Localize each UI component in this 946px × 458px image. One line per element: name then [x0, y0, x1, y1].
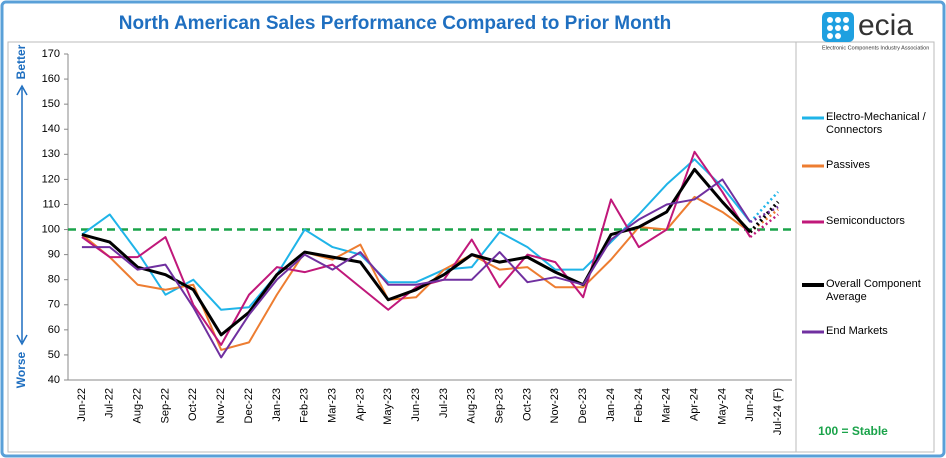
series-line	[81, 178, 752, 359]
legend-label: Overall Component Average	[826, 278, 921, 303]
x-tick-label: Mar-23	[326, 388, 338, 423]
logo: ecia Electronic Components Industry Asso…	[822, 9, 929, 51]
x-tick-label: Jun-24	[744, 388, 756, 422]
series-forecast-line	[748, 200, 780, 234]
x-tick-label: Nov-22	[215, 388, 227, 423]
y-tick-label: 140	[42, 123, 60, 135]
series-line	[81, 150, 752, 346]
x-tick-label: Sep-23	[494, 388, 506, 423]
x-tick-label: Dec-22	[243, 388, 255, 423]
x-tick-label: Jan-24	[605, 388, 617, 422]
x-tick-label: Oct-22	[187, 388, 199, 421]
x-tick-label: Dec-23	[577, 388, 589, 423]
series-forecast-line	[749, 205, 779, 224]
y-tick-label: 170	[42, 48, 60, 60]
x-tick-label: Mar-24	[661, 388, 673, 423]
better-label: Better	[14, 44, 28, 79]
x-tick-label: Feb-24	[633, 388, 645, 423]
legend-label: Passives	[826, 159, 871, 171]
y-tick-label: 80	[48, 274, 60, 286]
legend-label: End Markets	[826, 325, 888, 337]
y-tick-label: 50	[48, 349, 60, 361]
series-line	[81, 167, 752, 337]
x-tick-label: Jul-24 (F)	[772, 388, 784, 435]
x-tick-label: Apr-24	[688, 388, 700, 421]
x-tick-label: Jan-23	[271, 388, 283, 422]
x-tick-label: Oct-23	[521, 388, 533, 421]
y-tick-label: 110	[42, 198, 60, 210]
y-tick-label: 100	[42, 223, 60, 235]
x-tick-label: Nov-23	[549, 388, 561, 423]
x-tick-label: Jun-23	[410, 388, 422, 422]
y-tick-label: 160	[42, 73, 60, 85]
stable-note: 100 = Stable	[818, 424, 888, 438]
series-line	[81, 158, 752, 311]
y-tick-label: 70	[48, 299, 60, 311]
arrow-heads	[16, 84, 28, 346]
worse-label: Worse	[14, 351, 28, 388]
y-tick-label: 40	[48, 374, 60, 386]
y-tick-label: 120	[42, 173, 60, 185]
series-forecast-line	[749, 191, 779, 223]
logo-tagline: Electronic Components Industry Associati…	[822, 45, 929, 51]
chart-title: North American Sales Performance Compare…	[119, 13, 672, 34]
legend-label: Electro-Mechanical / Connectors	[826, 111, 926, 136]
x-tick-label: Jul-22	[104, 388, 116, 418]
x-tick-label: May-24	[716, 388, 728, 425]
x-tick-label: Sep-22	[159, 388, 171, 423]
y-tick-label: 90	[48, 249, 60, 261]
x-tick-label: Jun-22	[76, 388, 88, 422]
legend-label: Semiconductors	[826, 215, 905, 227]
x-tick-label: Jul-23	[438, 388, 450, 418]
x-tick-label: Apr-23	[354, 388, 366, 421]
y-tick-label: 150	[42, 98, 60, 110]
x-tick-label: Aug-23	[466, 388, 478, 423]
legend-frame	[795, 41, 935, 453]
logo-name: ecia	[858, 9, 913, 42]
y-tick-label: 130	[42, 148, 60, 160]
x-tick-label: Feb-23	[299, 388, 311, 423]
y-tick-label: 60	[48, 324, 60, 336]
series-forecast-line	[749, 213, 779, 239]
x-tick-label: May-23	[382, 388, 394, 425]
x-tick-label: Aug-22	[132, 388, 144, 423]
